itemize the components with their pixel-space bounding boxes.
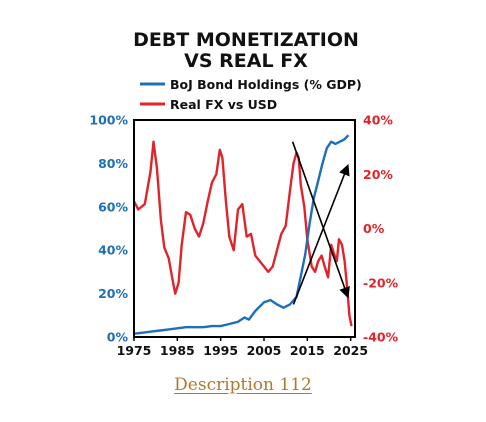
annotation-arrows — [291, 141, 350, 305]
y-right-tick-label: 20% — [363, 167, 393, 182]
legend-label-fx: Real FX vs USD — [170, 97, 277, 112]
legend: BoJ Bond Holdings (% GDP) Real FX vs USD — [140, 77, 362, 112]
x-tick-label: 2005 — [247, 343, 282, 358]
y-left-tick-label: 60% — [98, 199, 128, 214]
y-right-tick-label: 40% — [363, 113, 393, 128]
x-tick-label: 2015 — [290, 343, 325, 358]
y-left-tick-label: 80% — [98, 156, 128, 171]
series-line-real-fx — [132, 140, 353, 327]
x-tick-label: 1995 — [203, 343, 238, 358]
series-line-boj-holdings — [133, 134, 350, 335]
x-tick-label: 1985 — [160, 343, 195, 358]
arrow-down — [291, 141, 350, 299]
x-tick-label: 2025 — [333, 343, 368, 358]
chart: DEBT MONETIZATION VS REAL FX BoJ Bond Ho… — [89, 29, 398, 359]
legend-label-boj: BoJ Bond Holdings (% GDP) — [170, 77, 362, 92]
arrow-up — [292, 164, 350, 305]
y-right-tick-label: -40% — [363, 330, 399, 345]
y-right-tick-label: 0% — [363, 221, 385, 236]
y-left-tick-label: 100% — [89, 113, 128, 128]
y-left-tick-label: 40% — [98, 243, 128, 258]
y-left-tick-label: 20% — [98, 286, 128, 301]
axis-ticks: 0% 20% 40% 60% 80% 100% -40% -20% 0% 20% 40% 1975 19… — [89, 113, 398, 359]
y-right-tick-label: -20% — [363, 275, 399, 290]
x-tick-label: 1975 — [117, 343, 152, 358]
plot-frame — [133, 119, 356, 338]
chart-title-line-2: VS REAL FX — [184, 50, 308, 72]
y-left-tick-label: 0% — [107, 330, 129, 345]
chart-title-line-1: DEBT MONETIZATION — [133, 29, 359, 51]
figure-caption[interactable]: Description 112 — [174, 375, 312, 395]
